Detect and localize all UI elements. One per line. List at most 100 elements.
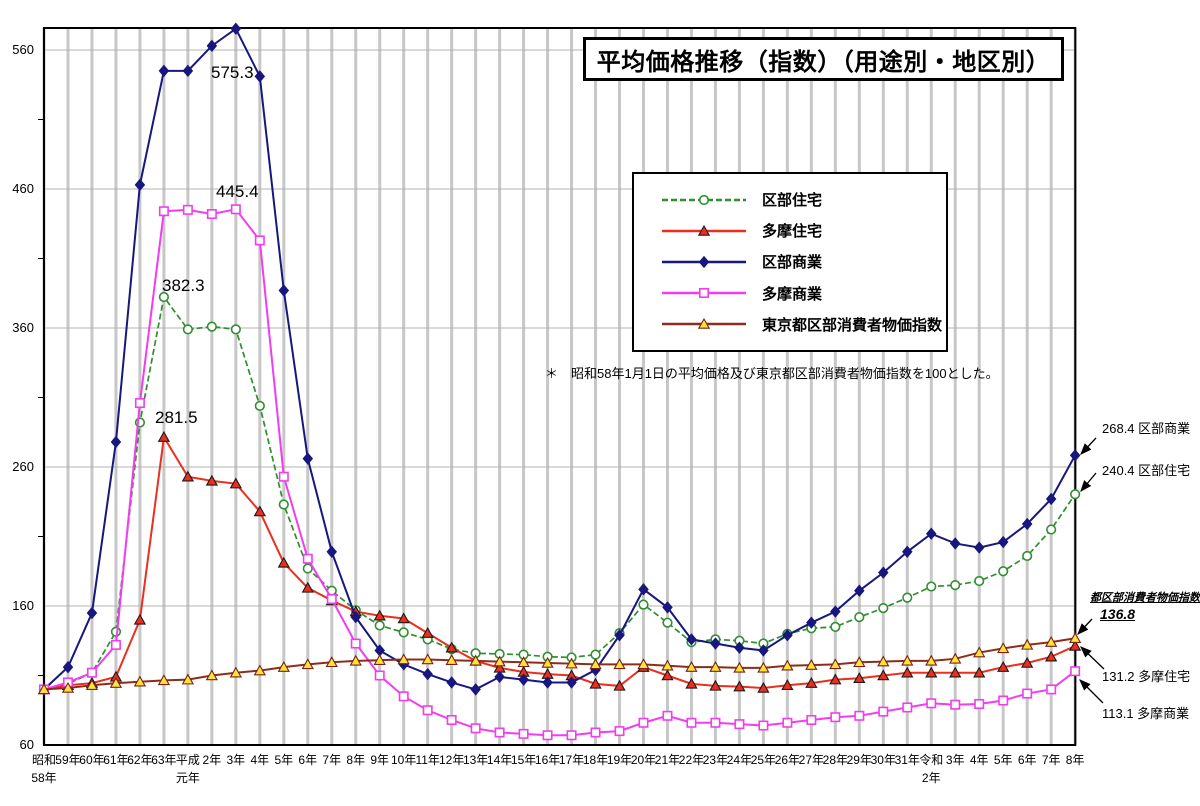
line-end-annotation: 113.1 多摩商業 <box>1102 706 1190 721</box>
x-tick-line: 11年 <box>415 753 440 767</box>
x-tick-line: 12年 <box>438 753 465 767</box>
series-kubu-jutaku-markers <box>38 291 1081 695</box>
x-tick-label: 9年 <box>356 751 404 769</box>
x-tick-label: 15年 <box>500 751 548 769</box>
vertical-gridlines <box>42 28 1077 745</box>
x-tick-label: 60年 <box>68 751 116 769</box>
x-tick-line: 7年 <box>322 753 342 767</box>
x-tick-label: 昭和 58年 <box>20 751 68 787</box>
x-tick-line: 10年 <box>391 753 417 767</box>
peak-value-annotation: 281.5 <box>155 408 198 427</box>
legend-item-kubu-jutaku: 区部住宅 <box>660 189 940 210</box>
x-tick-line: 31年 <box>894 753 920 767</box>
x-tick-line: 4年 <box>250 753 270 767</box>
x-tick-line: 令和 <box>919 753 944 767</box>
legend-label: 多摩住宅 <box>762 223 823 241</box>
x-tick-line: 15年 <box>510 753 537 767</box>
x-tick-label: 10年 <box>380 751 428 769</box>
x-tick-label: 30年 <box>859 751 907 769</box>
x-tick-line: 昭和 <box>31 753 56 767</box>
legend-label: 区部商業 <box>762 254 823 272</box>
x-tick-label: 令和 2年 <box>907 751 955 787</box>
x-tick-label: 18年 <box>572 751 620 769</box>
series-kubu-jutaku-line <box>43 294 1076 691</box>
x-tick-label: 7年 <box>1027 751 1075 769</box>
legend-marker-kubu-shogyo-icon <box>662 255 746 269</box>
annotation-arrow <box>1077 618 1093 635</box>
annotation-arrow <box>1079 679 1104 704</box>
x-tick-line: 62年 <box>127 753 153 767</box>
x-tick-label: 62年 <box>116 751 164 769</box>
chart-title-box: 平均価格推移（指数）（用途別・地区別） <box>583 37 1064 81</box>
x-tick-label: 3年 <box>931 751 979 769</box>
annotation-arrow <box>1080 437 1097 455</box>
legend-item-tama-jutaku: 多摩住宅 <box>660 220 940 241</box>
x-tick-line: 22年 <box>678 753 705 767</box>
x-tick-line: 18年 <box>582 753 609 767</box>
x-tick-label: 22年 <box>667 751 715 769</box>
x-tick-line: 63年 <box>151 753 177 767</box>
legend-marker-kubu-jutaku-icon <box>662 194 746 205</box>
x-tick-label: 8年 <box>332 751 380 769</box>
annotation-arrow <box>1080 472 1097 492</box>
x-tick-label: 12年 <box>428 751 476 769</box>
x-tick-label: 8年 <box>1051 751 1099 769</box>
x-tick-label: 5年 <box>260 751 308 769</box>
x-tick-label: 24年 <box>715 751 763 769</box>
x-tick-line: 14年 <box>486 753 513 767</box>
peak-value-annotation: 445.4 <box>216 182 259 201</box>
x-tick-line: 17年 <box>558 753 585 767</box>
chart-legend: 区部住宅 多摩住宅 区部商業 多摩商業 東京都区部消費者物価指数 <box>632 172 948 352</box>
series-tama-shogyo-markers <box>38 204 1081 741</box>
legend-label: 区部住宅 <box>762 192 823 210</box>
x-tick-label: 3年 <box>212 751 260 769</box>
series-tama-jutaku-markers <box>37 430 1082 695</box>
x-tick-label: 6年 <box>1003 751 1051 769</box>
x-tick-label: 2年 <box>188 751 236 769</box>
y-tick-label: 460 <box>12 181 34 196</box>
plot-border <box>43 27 1077 746</box>
x-tick-label: 16年 <box>524 751 572 769</box>
x-tick-label: 26年 <box>763 751 811 769</box>
series-cpi-line <box>43 637 1076 691</box>
x-tick-label: 17年 <box>548 751 596 769</box>
x-tick-label: 11年 <box>404 751 452 769</box>
x-tick-label: 25年 <box>739 751 787 769</box>
line-end-annotation: 268.4 区部商業 <box>1102 421 1191 436</box>
legend-item-cpi: 東京都区部消費者物価指数 <box>660 314 943 335</box>
x-tick-label: 23年 <box>691 751 739 769</box>
x-tick-line: 16年 <box>534 753 561 767</box>
x-tick-label: 28年 <box>811 751 859 769</box>
x-tick-line: 元年 <box>175 771 200 785</box>
x-tick-line: 20年 <box>630 753 657 767</box>
y-tick-label: 360 <box>12 320 34 335</box>
y-tick-label: 260 <box>12 459 34 474</box>
x-tick-line: 29年 <box>846 753 872 767</box>
x-tick-line: 9年 <box>370 753 390 767</box>
y-tick-label: 560 <box>12 42 34 57</box>
x-tick-label: 4年 <box>236 751 284 769</box>
x-tick-label: 19年 <box>596 751 644 769</box>
x-tick-label: 4年 <box>955 751 1003 769</box>
x-tick-line: 平成 <box>175 753 200 767</box>
x-tick-label: 6年 <box>284 751 332 769</box>
legend-marker-cpi-icon <box>662 318 746 330</box>
peak-value-annotation: 575.3 <box>211 63 254 82</box>
x-tick-label: 13年 <box>452 751 500 769</box>
legend-item-tama-shogyo: 多摩商業 <box>660 283 940 304</box>
x-tick-line: 30年 <box>870 753 896 767</box>
series-kubu-shogyo-markers <box>38 22 1081 696</box>
legend-label: 東京都区部消費者物価指数 <box>762 316 943 334</box>
x-tick-label: 29年 <box>835 751 883 769</box>
x-tick-line: 3年 <box>945 753 965 767</box>
legend-label: 多摩商業 <box>762 285 823 303</box>
x-tick-line: 26年 <box>774 753 801 767</box>
x-tick-line: 6年 <box>1017 753 1037 767</box>
x-tick-line: 24年 <box>726 753 753 767</box>
series-kubu-shogyo-line <box>43 27 1077 691</box>
x-tick-line: 4年 <box>969 753 989 767</box>
x-tick-line: 23年 <box>702 753 729 767</box>
x-tick-line: 60年 <box>79 753 105 767</box>
line-end-annotation: 136.8 <box>1100 606 1136 622</box>
